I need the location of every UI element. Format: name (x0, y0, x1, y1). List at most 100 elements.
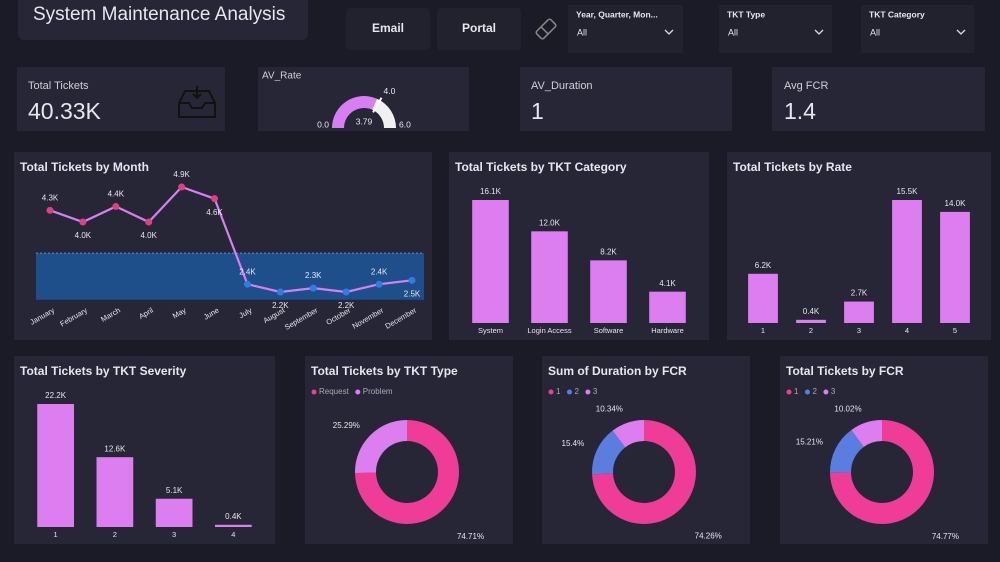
value-label: 2.3K (305, 271, 322, 280)
gauge-value (332, 96, 377, 128)
x-tick-label: 2 (809, 326, 813, 335)
gauge-max-label: 6.0 (399, 119, 411, 129)
donut-slice (355, 420, 460, 525)
chart-title: Total Tickets by TKT Severity (20, 364, 187, 378)
marker (178, 183, 186, 191)
value-label: 4.0K (75, 231, 92, 240)
value-label: 10.34% (596, 405, 623, 414)
value-label: 6.2K (755, 261, 772, 270)
value-label: 4.9K (173, 170, 190, 179)
value-label: 4.6K (206, 208, 223, 217)
donut-slice (612, 420, 644, 448)
value-label: 2.4K (371, 267, 388, 276)
bar (96, 457, 134, 527)
bar (472, 200, 509, 323)
filter-box[interactable] (568, 5, 683, 53)
marker (375, 280, 383, 288)
chart-title: Total Tickets by Month (20, 160, 149, 174)
bar (649, 291, 686, 323)
value-label: 2.2K (272, 301, 289, 310)
kpi-card (772, 67, 985, 131)
x-tick-label: System (478, 326, 503, 335)
line (49, 185, 413, 294)
value-label: 15.21% (796, 438, 823, 447)
marker (276, 288, 284, 296)
x-tick-label: Software (594, 326, 624, 335)
value-label: 5.1K (166, 486, 183, 495)
marker (243, 280, 251, 288)
filter[interactable]: TKT Type All (719, 5, 832, 53)
legend-dot (804, 389, 810, 395)
donut-slice (851, 420, 882, 447)
x-tick-label: 1 (761, 326, 765, 335)
filter[interactable]: TKT Category All (861, 5, 974, 53)
kpi-label: Total Tickets (28, 80, 89, 92)
value-label: 22.2K (45, 391, 67, 400)
kpi-value: 1 (531, 98, 544, 124)
value-label: 16.1K (480, 187, 502, 196)
marker (408, 276, 416, 284)
legend-dot (566, 389, 572, 395)
bar (590, 260, 627, 323)
legend-dot (823, 389, 829, 395)
bar (748, 273, 778, 323)
legend-label: 2 (812, 387, 817, 396)
chart-title: Total Tickets by Rate (733, 160, 852, 174)
gauge-target (372, 97, 383, 113)
marker (211, 195, 219, 203)
filter-label: Year, Quarter, Mon... (576, 9, 658, 19)
marker (342, 288, 350, 296)
legend-label: 3 (831, 387, 836, 396)
bar (215, 524, 252, 527)
gauge-value-label: 3.79 (356, 116, 373, 126)
filter-value: All (728, 27, 738, 37)
x-tick-label: 3 (172, 530, 176, 539)
value-label: 15.5K (897, 187, 919, 196)
donut-slice (830, 420, 934, 524)
value-label: 4.4K (108, 190, 125, 199)
value-label: 4.1K (659, 279, 676, 288)
chart-title: Total Tickets by TKT Type (311, 364, 458, 378)
inbox-icon (178, 86, 216, 118)
gauge-target-label: 4.0 (384, 86, 396, 96)
email-button-label[interactable]: Email (372, 21, 404, 35)
chevron (956, 29, 966, 35)
filter-box[interactable] (719, 5, 832, 53)
portal-button[interactable] (437, 8, 521, 50)
value-label: 2.2K (338, 301, 355, 310)
legend-label: Problem (363, 387, 393, 396)
portal-button-label[interactable]: Portal (462, 21, 496, 35)
value-label: 4.3K (42, 193, 59, 202)
value-label: 2.4K (239, 267, 256, 276)
kpi-value: 1.4 (784, 98, 816, 124)
value-label: 15.4% (562, 439, 585, 448)
value-label: 14.0K (945, 199, 967, 208)
donut-slice (830, 429, 864, 473)
filter-value: All (870, 27, 880, 37)
gauge-min-label: 0.0 (317, 119, 329, 129)
bar (796, 319, 826, 323)
value-label: 0.4K (803, 307, 820, 316)
legend-label: Request (319, 387, 350, 396)
legend-label: 3 (593, 387, 598, 396)
chart-panel (14, 152, 432, 340)
filter-label: TKT Category (869, 9, 925, 19)
chevron (814, 29, 824, 35)
bar (37, 404, 74, 527)
legend-label: 2 (574, 387, 579, 396)
x-tick-label: 4 (231, 530, 235, 539)
value-label: 25.29% (333, 421, 360, 430)
bar (940, 211, 970, 323)
legend-dot (585, 389, 591, 395)
x-tick-label: 4 (905, 326, 909, 335)
filter-box[interactable] (861, 5, 974, 53)
value-label: 12.0K (539, 218, 561, 227)
value-label: 12.6K (104, 444, 126, 453)
donut-slice (355, 420, 407, 473)
value-label: 74.77% (932, 532, 959, 541)
legend-dot (548, 389, 554, 395)
eraser-icon[interactable] (535, 18, 557, 40)
x-tick-label: Hardware (651, 326, 684, 335)
filter[interactable]: Year, Quarter, Mon... All (568, 5, 683, 53)
email-button[interactable] (346, 8, 430, 50)
